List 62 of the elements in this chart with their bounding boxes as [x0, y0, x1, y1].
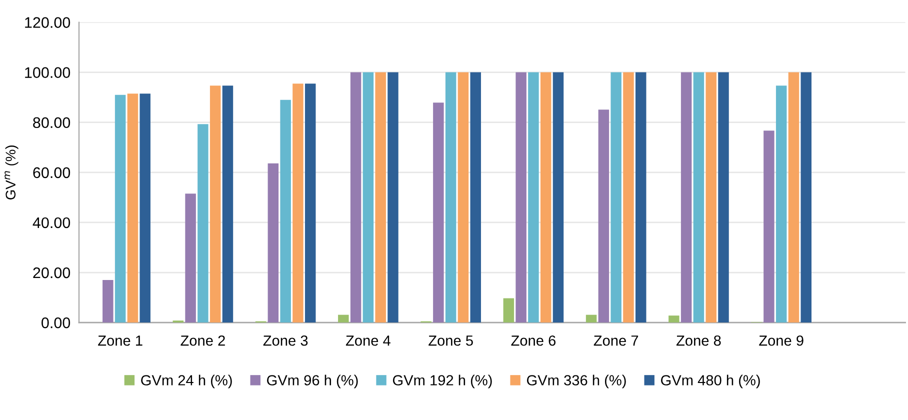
bar	[375, 72, 386, 323]
bar	[718, 72, 729, 323]
bar	[114, 94, 126, 323]
bar	[610, 72, 622, 323]
x-tick-label: Zone 2	[180, 335, 225, 346]
bar	[198, 124, 208, 323]
bar	[776, 86, 787, 323]
bar	[668, 316, 680, 323]
legend-label: GVm 96 h (%)	[267, 374, 358, 388]
y-tick-label: 40.00	[32, 217, 70, 228]
x-tick-label: Zone 3	[263, 335, 308, 346]
bar	[338, 314, 349, 323]
legend-label: GVm 336 h (%)	[526, 374, 626, 388]
bar	[706, 72, 716, 323]
bar	[788, 72, 800, 323]
bar	[470, 72, 481, 323]
bar	[598, 110, 610, 323]
x-tick-label: Zone 1	[98, 336, 142, 346]
bar	[680, 72, 692, 323]
bar	[552, 72, 564, 323]
bar	[540, 72, 552, 323]
x-tick-label: Zone 7	[594, 336, 638, 346]
x-tick-label: Zone 6	[511, 335, 556, 346]
y-tick-label: 80.00	[33, 117, 70, 128]
bar	[516, 72, 526, 323]
bar	[127, 94, 138, 323]
x-tick-label: Zone 9	[759, 335, 804, 346]
bar	[458, 72, 469, 323]
y-tick-label: 0.00	[42, 317, 70, 328]
y-tick-label: 20.00	[33, 267, 70, 278]
bar	[623, 72, 634, 323]
legend-label: GVm 480 h (%)	[661, 374, 760, 388]
y-tick-label: 100.00	[25, 67, 70, 78]
y-tick-label: 60.00	[33, 167, 70, 178]
bar	[503, 298, 514, 323]
y-tick-label: 120.00	[25, 17, 70, 28]
y-axis-title: GV$^{m}$ (%)	[4, 146, 18, 200]
bar	[140, 94, 150, 323]
bar	[280, 100, 291, 323]
bar	[304, 84, 316, 323]
bar	[268, 163, 279, 323]
legend-label: GVm 24 h (%)	[141, 374, 232, 388]
legend-label: GVm 192 h (%)	[392, 374, 492, 388]
bar	[693, 72, 704, 323]
x-tick-label: Zone 4	[346, 336, 390, 346]
bar	[635, 72, 646, 323]
bar	[764, 130, 774, 323]
bar	[800, 72, 812, 323]
bar	[586, 314, 597, 323]
bar	[388, 72, 398, 323]
bar	[292, 84, 304, 323]
bar	[222, 86, 234, 323]
bar	[210, 86, 221, 323]
bar	[362, 72, 374, 323]
bar	[185, 194, 196, 323]
bar	[350, 72, 362, 323]
bar	[445, 72, 456, 323]
bar	[102, 280, 114, 323]
x-tick-label: Zone 8	[676, 335, 721, 346]
bar	[528, 72, 539, 323]
x-tick-label: Zone 5	[428, 336, 473, 346]
bar	[433, 102, 444, 323]
